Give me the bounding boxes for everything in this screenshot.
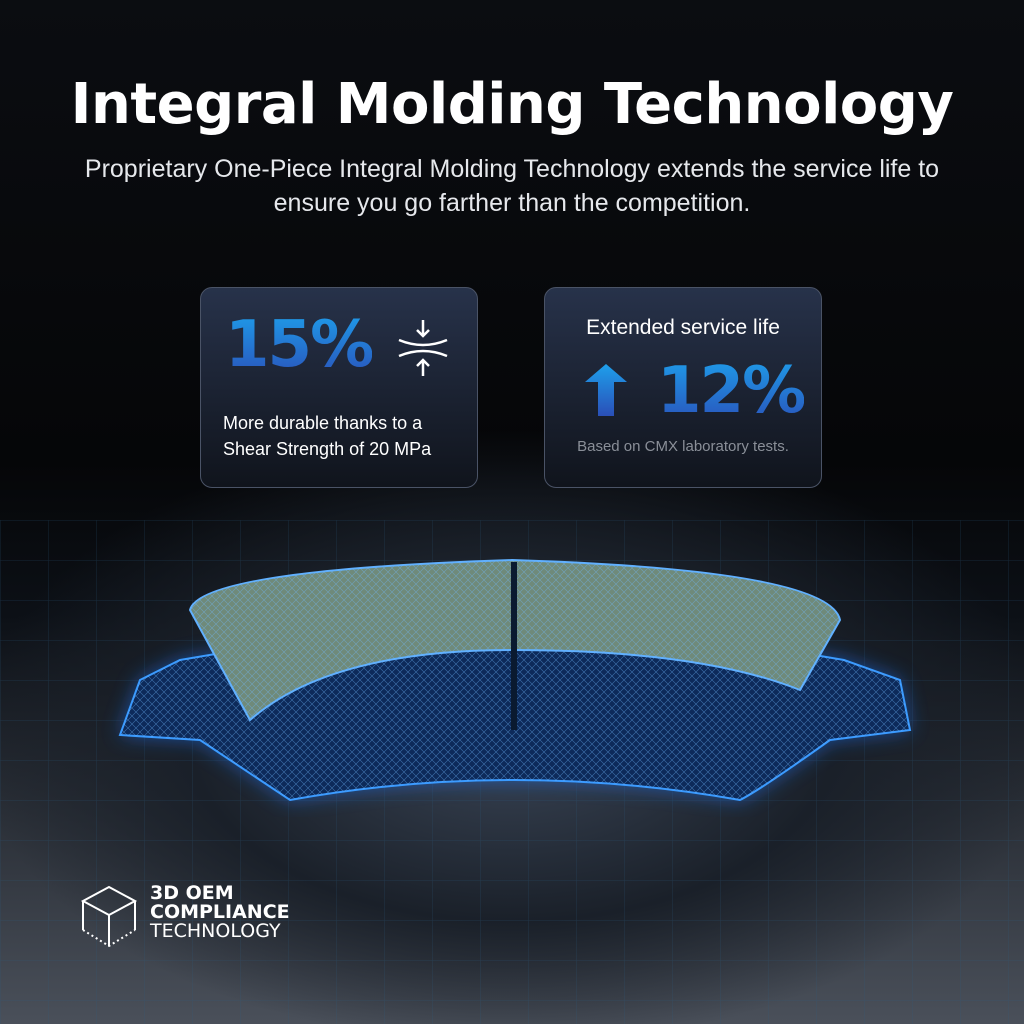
badge-line: COMPLIANCE bbox=[150, 901, 290, 923]
service-life-value: 12% bbox=[657, 354, 806, 428]
durability-text: More durable thanks to a Shear Strength o… bbox=[223, 410, 431, 462]
footnote: Based on CMX laboratory tests. bbox=[577, 438, 789, 455]
cube-icon bbox=[80, 885, 138, 948]
badge-line: TECHNOLOGY bbox=[150, 920, 281, 942]
compression-arrows-icon bbox=[398, 320, 448, 376]
service-life-card: Extended service life 12% Based on CMX l… bbox=[544, 287, 822, 488]
arrow-up-icon bbox=[585, 364, 627, 416]
durability-value: 15% bbox=[225, 308, 374, 382]
badge-text: 3D OEM COMPLIANCE TECHNOLOGY bbox=[150, 884, 290, 950]
subtitle: Proprietary One-Piece Integral Molding T… bbox=[84, 155, 940, 217]
page-title: Integral Molding Technology bbox=[70, 72, 954, 137]
durability-card: 15% More durable thanks to a Shear Streng… bbox=[200, 287, 478, 488]
brake-pad-wireframe bbox=[118, 558, 912, 802]
service-life-heading: Extended service life bbox=[586, 316, 780, 339]
text-line: More durable thanks to a bbox=[223, 413, 423, 433]
oem-badge: 3D OEM COMPLIANCE TECHNOLOGY bbox=[80, 884, 290, 950]
badge-line: 3D OEM bbox=[150, 882, 234, 904]
grid-floor bbox=[0, 520, 1024, 1024]
text-line: Shear Strength of 20 MPa bbox=[223, 439, 432, 459]
